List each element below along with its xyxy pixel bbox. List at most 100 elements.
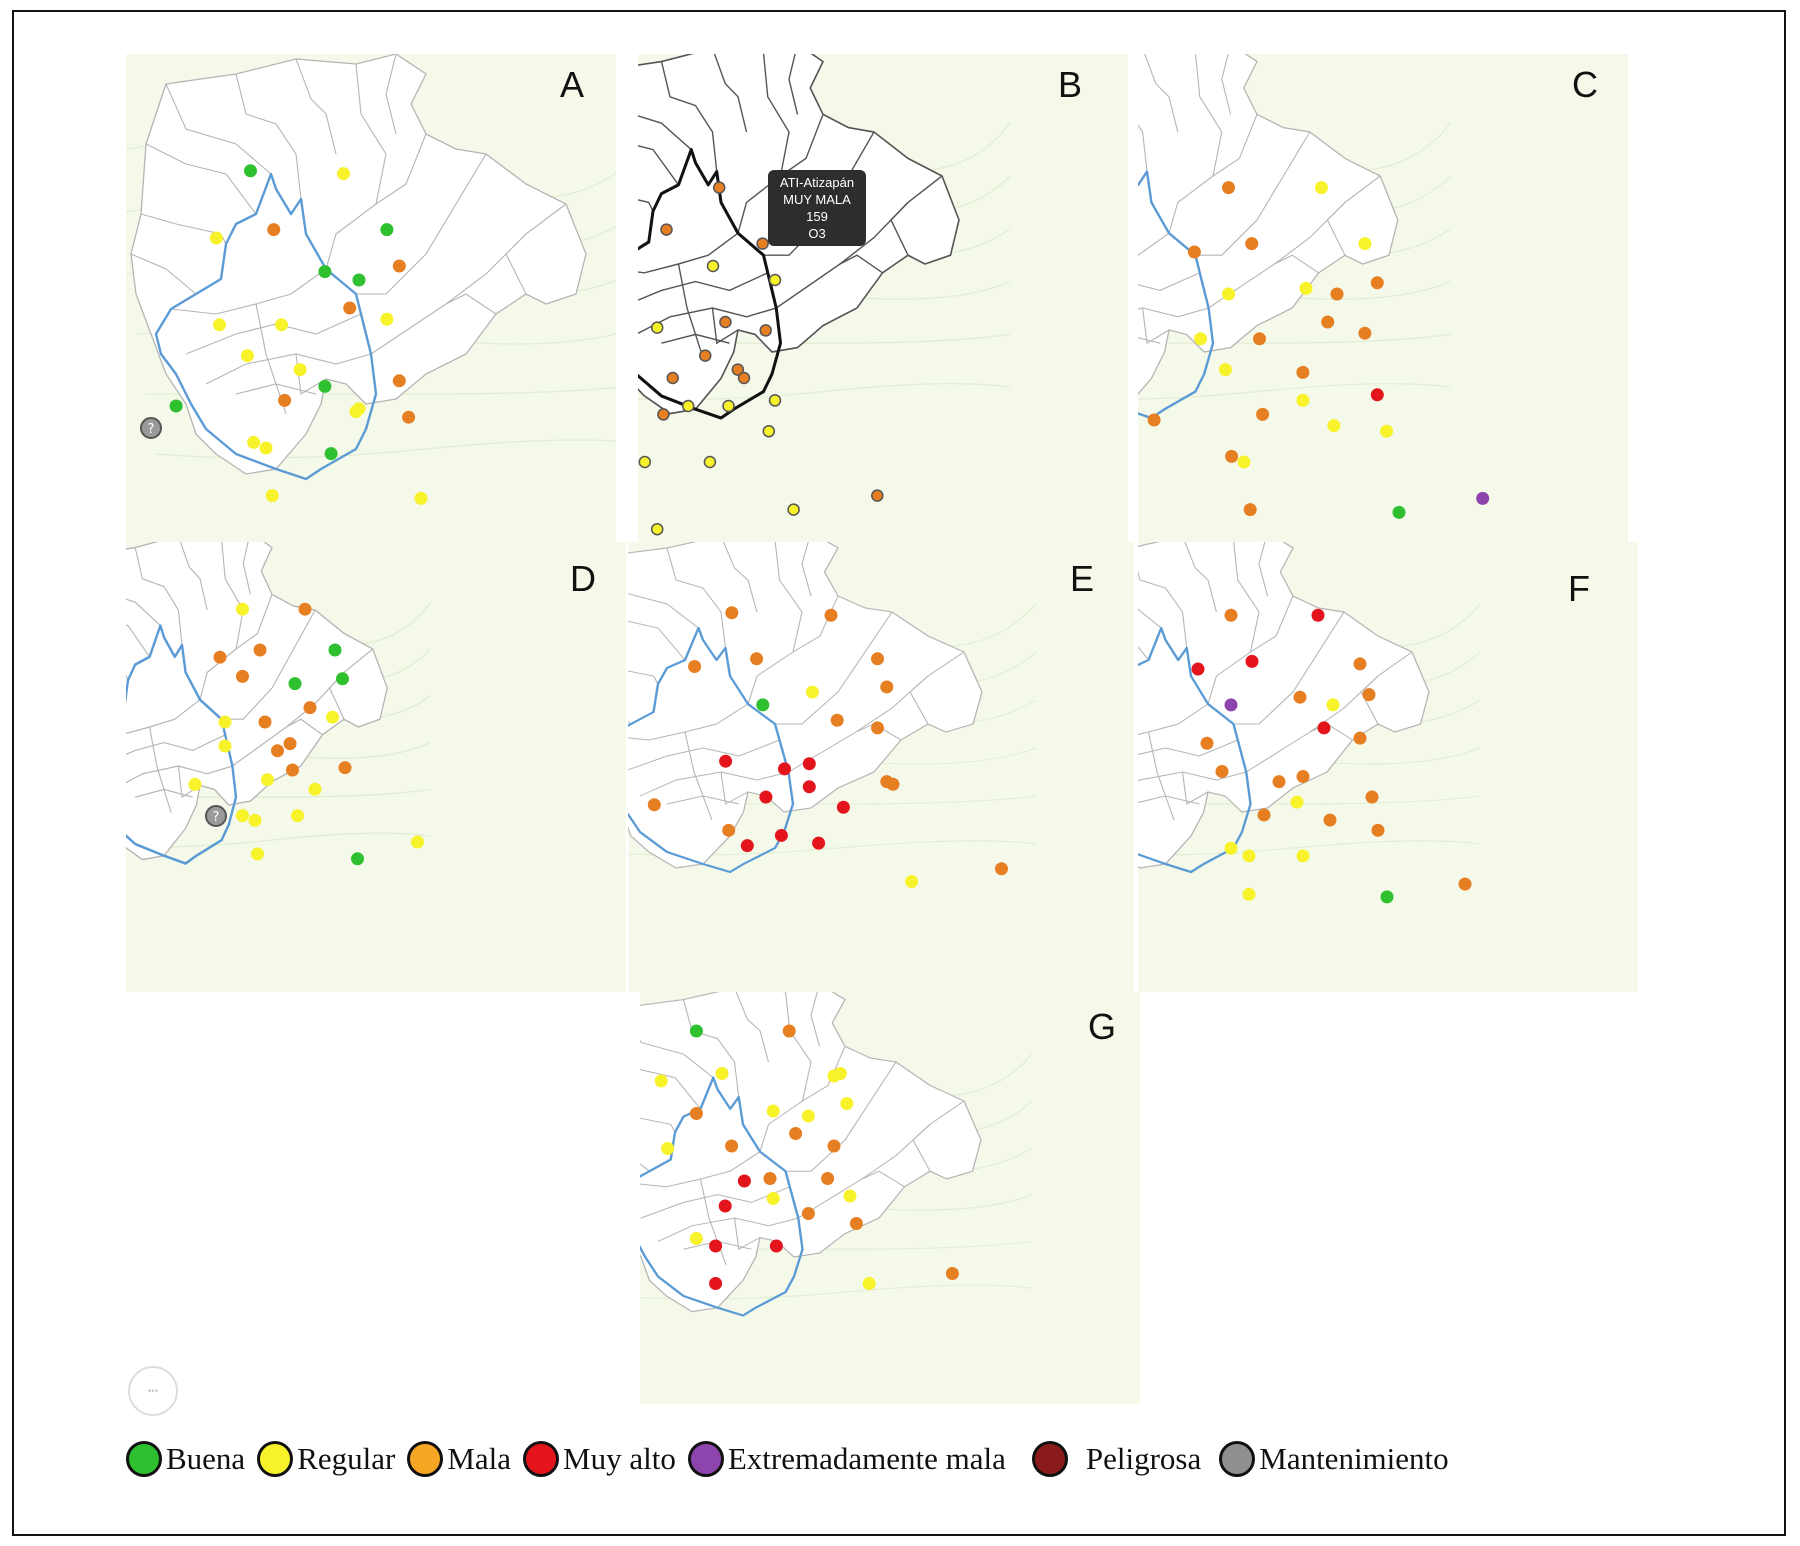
station-marker[interactable] xyxy=(1296,849,1310,863)
station-marker[interactable] xyxy=(689,1024,703,1038)
station-marker[interactable] xyxy=(709,1239,723,1253)
station-marker[interactable] xyxy=(1458,877,1472,891)
station-marker[interactable] xyxy=(328,643,342,657)
station-marker[interactable] xyxy=(722,399,735,413)
station-marker[interactable] xyxy=(768,273,782,287)
station-marker[interactable] xyxy=(1321,315,1335,329)
station-marker[interactable] xyxy=(251,847,264,861)
station-marker[interactable] xyxy=(261,773,274,787)
station-marker[interactable] xyxy=(1380,890,1394,904)
station-marker[interactable] xyxy=(352,273,366,287)
station-marker[interactable] xyxy=(1358,237,1372,251)
station-marker[interactable] xyxy=(1187,245,1201,259)
station-marker[interactable] xyxy=(1225,449,1239,463)
station-marker[interactable] xyxy=(213,650,227,664)
station-marker[interactable] xyxy=(414,491,428,505)
station-marker[interactable] xyxy=(830,713,844,727)
station-marker[interactable] xyxy=(303,701,317,715)
station-marker[interactable] xyxy=(824,608,838,622)
station-marker[interactable] xyxy=(188,777,202,791)
station-marker[interactable] xyxy=(169,399,183,413)
station-marker[interactable] xyxy=(411,835,424,849)
station-marker[interactable] xyxy=(756,698,770,712)
station-marker[interactable] xyxy=(688,659,702,673)
station-marker[interactable] xyxy=(1293,690,1307,704)
station-marker[interactable] xyxy=(1242,849,1256,863)
station-marker[interactable] xyxy=(1370,276,1384,290)
station-marker[interactable] xyxy=(766,1192,780,1205)
station-marker[interactable] xyxy=(1218,363,1232,377)
station-marker[interactable] xyxy=(1296,393,1310,407)
station-marker[interactable] xyxy=(324,447,338,461)
station-marker[interactable] xyxy=(1299,281,1313,295)
station-marker[interactable] xyxy=(849,1217,863,1230)
station-marker[interactable] xyxy=(759,324,772,337)
station-marker[interactable] xyxy=(709,1277,723,1290)
station-marker[interactable] xyxy=(248,813,262,827)
station-marker[interactable] xyxy=(722,823,736,837)
station-marker[interactable] xyxy=(1224,698,1238,712)
station-marker[interactable] xyxy=(886,777,900,791)
station-marker[interactable] xyxy=(351,852,364,866)
station-marker[interactable] xyxy=(750,652,764,666)
station-marker[interactable] xyxy=(337,167,350,181)
station-marker[interactable] xyxy=(871,652,884,666)
station-marker[interactable] xyxy=(821,1172,835,1185)
station-marker[interactable] xyxy=(1323,813,1337,827)
station-marker[interactable] xyxy=(731,363,745,376)
station-marker[interactable] xyxy=(1296,365,1310,379)
station-marker[interactable] xyxy=(812,836,826,850)
station-marker[interactable] xyxy=(719,315,732,329)
station-marker[interactable] xyxy=(1353,657,1367,671)
station-marker[interactable] xyxy=(718,1199,732,1213)
station-marker[interactable] xyxy=(352,402,366,416)
station-marker[interactable] xyxy=(253,643,267,657)
station-marker[interactable] xyxy=(298,602,312,616)
station-marker[interactable] xyxy=(343,301,357,315)
station-marker[interactable] xyxy=(236,669,249,683)
station-marker[interactable] xyxy=(1147,413,1161,427)
station-marker[interactable] xyxy=(1237,455,1251,469)
station-marker[interactable] xyxy=(766,1104,780,1118)
station-marker[interactable] xyxy=(802,780,816,794)
station-marker[interactable] xyxy=(654,1074,668,1088)
station-marker[interactable] xyxy=(768,394,782,407)
station-marker[interactable] xyxy=(995,862,1008,876)
station-marker[interactable] xyxy=(650,321,664,334)
station-marker[interactable] xyxy=(380,312,394,326)
info-icon[interactable]: ? xyxy=(140,417,162,439)
station-marker[interactable] xyxy=(689,1232,703,1245)
station-marker[interactable] xyxy=(787,503,800,516)
station-marker[interactable] xyxy=(657,408,670,421)
station-marker[interactable] xyxy=(719,754,733,768)
station-marker[interactable] xyxy=(1253,332,1266,346)
station-marker[interactable] xyxy=(880,680,894,694)
station-marker[interactable] xyxy=(661,1142,675,1155)
station-marker[interactable] xyxy=(1256,407,1270,421)
station-marker[interactable] xyxy=(1224,608,1238,622)
station-marker[interactable] xyxy=(660,223,673,236)
station-marker[interactable] xyxy=(286,763,299,777)
station-marker[interactable] xyxy=(1371,823,1385,837)
station-marker[interactable] xyxy=(650,522,664,536)
station-marker[interactable] xyxy=(801,1207,815,1220)
station-marker[interactable] xyxy=(271,744,284,758)
station-marker[interactable] xyxy=(712,181,726,194)
station-marker[interactable] xyxy=(265,489,279,503)
station-marker[interactable] xyxy=(1215,764,1229,778)
station-marker[interactable] xyxy=(209,231,223,245)
station-marker[interactable] xyxy=(244,164,257,178)
station-marker[interactable] xyxy=(699,349,712,362)
station-marker[interactable] xyxy=(905,875,919,889)
station-marker[interactable] xyxy=(1257,808,1271,822)
station-marker[interactable] xyxy=(1353,731,1367,745)
station-marker[interactable] xyxy=(1317,721,1331,735)
station-marker[interactable] xyxy=(275,318,288,332)
station-marker[interactable] xyxy=(801,1109,815,1123)
station-marker[interactable] xyxy=(681,399,695,413)
station-marker[interactable] xyxy=(945,1267,959,1280)
station-marker[interactable] xyxy=(843,1189,857,1203)
station-marker[interactable] xyxy=(1272,775,1286,789)
station-marker[interactable] xyxy=(763,1172,777,1185)
station-marker[interactable] xyxy=(326,710,339,724)
